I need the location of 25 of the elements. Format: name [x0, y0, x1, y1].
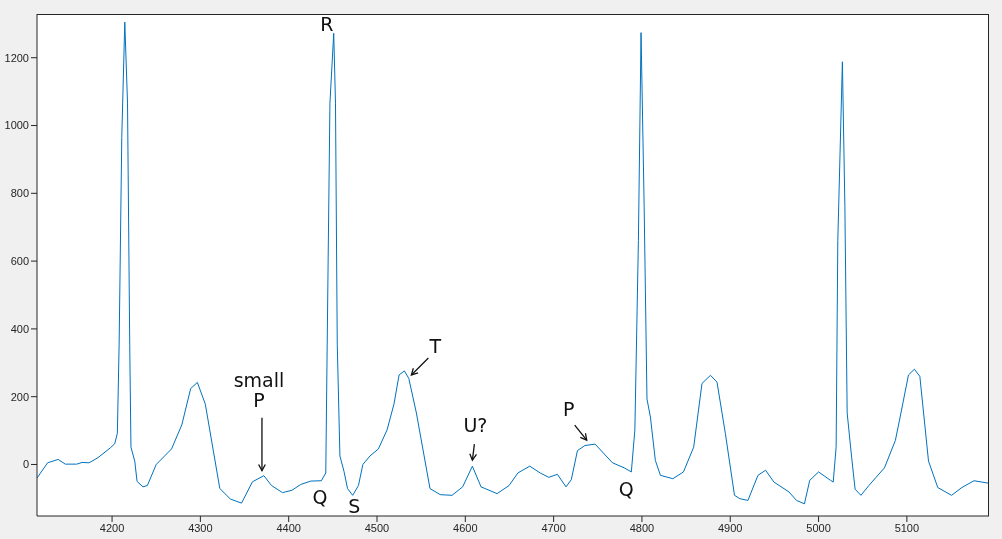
x-tick-label: 5000: [806, 521, 831, 534]
y-tick-label: 400: [10, 322, 29, 335]
annotation: small P: [233, 368, 285, 411]
annotation: T: [428, 334, 442, 357]
x-tick-label: 4800: [629, 521, 655, 534]
x-tick-label: 4200: [99, 521, 125, 534]
annotation: U?: [463, 413, 488, 436]
y-tick-label: 200: [10, 390, 29, 403]
annotation: Q: [618, 477, 634, 500]
x-tick-label: 4700: [541, 521, 566, 534]
y-tick-label: 0: [22, 458, 29, 471]
y-tick-label: 600: [10, 255, 29, 268]
y-tick-label: 1000: [4, 119, 29, 132]
y-tick-label: 800: [10, 187, 29, 200]
x-tick-label: 4400: [276, 521, 301, 534]
x-tick-label: 4600: [453, 521, 478, 534]
annotation: R: [320, 12, 334, 35]
annotation: P: [562, 397, 575, 420]
x-tick-label: 4300: [188, 521, 213, 534]
annotation: S: [348, 494, 361, 517]
x-tick-label: 4900: [718, 521, 743, 534]
annotation: Q: [312, 485, 328, 508]
x-tick-label: 4500: [364, 521, 390, 534]
y-tick-label: 1200: [4, 51, 29, 64]
x-tick-label: 5100: [894, 521, 920, 534]
